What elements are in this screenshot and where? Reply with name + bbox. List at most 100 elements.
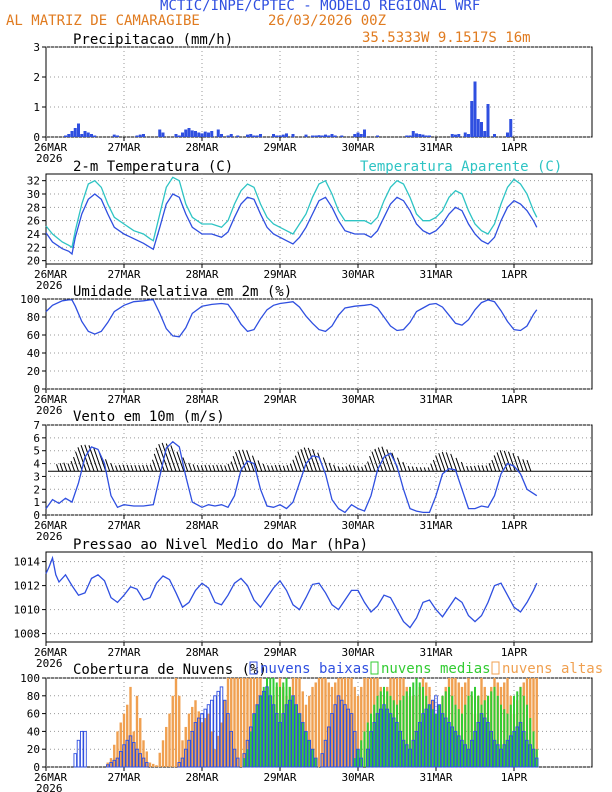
cloud-bar [516, 691, 519, 767]
cloud-bar [477, 695, 480, 767]
wind-barb [402, 461, 407, 472]
pressure-xtick-label: 30MAR [341, 646, 374, 659]
cloud-bar [526, 704, 528, 767]
wind-barb [386, 449, 395, 472]
wind-plot-frame [45, 424, 593, 516]
precip-bar [161, 132, 165, 137]
precip-bar [184, 129, 188, 137]
precip-year-label: 2026 [36, 152, 63, 165]
cloud-bar [83, 730, 87, 768]
wind-year-label: 2026 [36, 530, 63, 543]
cloud-bar [288, 699, 292, 768]
cloud-bar [428, 704, 431, 767]
cloud-bar [158, 752, 161, 767]
cloud-bar [505, 739, 510, 768]
cloud-bar [191, 706, 194, 767]
wind-barb [294, 455, 302, 472]
cloud-bar [209, 699, 214, 768]
wind-barb [337, 466, 341, 472]
clouds-ytick-label: 20 [27, 743, 40, 756]
clouds-ytick-label: 0 [33, 761, 40, 774]
precip-bar [190, 130, 194, 137]
cloud-bar [401, 739, 406, 768]
page-title: MCTIC/INPE/CPTEC - MODELO REGIONAL WRF [160, 0, 481, 14]
cloud-bar [353, 758, 356, 767]
cloud-bar [457, 735, 461, 768]
cloud-bar [246, 749, 249, 767]
cloud-bar [474, 686, 476, 767]
precip-bar [226, 135, 230, 137]
cloud-bar [370, 713, 372, 767]
wind-barb [415, 466, 419, 472]
wind-barb [419, 467, 423, 472]
cloud-bar [307, 739, 312, 768]
cloud-bar [76, 739, 81, 768]
cloud-bar [203, 708, 207, 768]
wind-barb [499, 450, 508, 472]
temperature-xtick-label: 28MAR [185, 268, 218, 281]
precip-bar [470, 101, 474, 137]
wind-barb [257, 460, 263, 472]
precip-bar [304, 134, 308, 137]
cloud-bar [515, 726, 520, 768]
cloud-bar [457, 709, 460, 767]
cloud-bar [138, 753, 142, 768]
cloud-bar [128, 735, 133, 768]
cloud-bar [512, 730, 516, 768]
cloud-bar [418, 722, 422, 768]
cloud-bar [490, 691, 493, 767]
cloud-bar [415, 678, 418, 767]
cloud-bar [298, 713, 301, 767]
cloud-bar [204, 718, 207, 767]
cloud-bar [269, 678, 272, 767]
wind-barb [216, 464, 220, 472]
temperature-series-line [45, 176, 538, 249]
wind-barb [153, 453, 161, 472]
cloud-bar [529, 718, 532, 767]
precip-bar [330, 134, 334, 137]
cloud-bar [421, 713, 425, 768]
clouds-xtick-label: 26MAR [34, 771, 67, 784]
wind-barb [238, 449, 247, 472]
pressure-year-label: 2026 [36, 657, 63, 670]
pressure-plot-frame [45, 551, 593, 643]
cloud-bar [253, 713, 255, 767]
cloud-bar [321, 678, 324, 767]
wind-barb [170, 445, 181, 472]
temperature-xtick-label: 31MAR [419, 268, 452, 281]
precip-bar [363, 129, 366, 137]
precip-bar [73, 128, 77, 137]
precip-bar [285, 133, 288, 137]
wind-barb [427, 467, 430, 472]
cloud-bar [395, 722, 399, 768]
precip-bar [473, 81, 477, 137]
wind-barb [145, 464, 150, 472]
cloud-bar [109, 762, 113, 768]
wind-barb [122, 464, 126, 472]
wind-xtick-label: 27MAR [107, 519, 140, 532]
precip-bar [158, 129, 162, 137]
wind-barb [348, 464, 352, 472]
precip-bar [200, 133, 204, 137]
precip-bar [90, 134, 93, 137]
cloud-bar [248, 726, 253, 768]
cloud-bar [144, 762, 149, 768]
cloud-bar [174, 678, 178, 767]
cloud-bar [148, 762, 152, 767]
humidity-xtick-label: 31MAR [419, 393, 452, 406]
wind-barb [407, 465, 411, 472]
pressure-xtick-label: 26MAR [34, 646, 67, 659]
cloud-bar [165, 726, 168, 767]
wind-barb [208, 464, 212, 472]
cloud-bar [271, 704, 276, 768]
clouds-year-label: 2026 [36, 782, 63, 792]
wind-barb [274, 464, 278, 472]
wind-ytick-label: 2 [33, 483, 40, 496]
wind-ytick-label: 3 [33, 470, 40, 483]
humidity-title: Umidade Relativa em 2m (%) [73, 284, 292, 300]
wind-barb [75, 451, 83, 472]
cloud-bar [444, 717, 448, 768]
cloud-bar [431, 709, 434, 767]
cloud-bar [531, 748, 536, 768]
